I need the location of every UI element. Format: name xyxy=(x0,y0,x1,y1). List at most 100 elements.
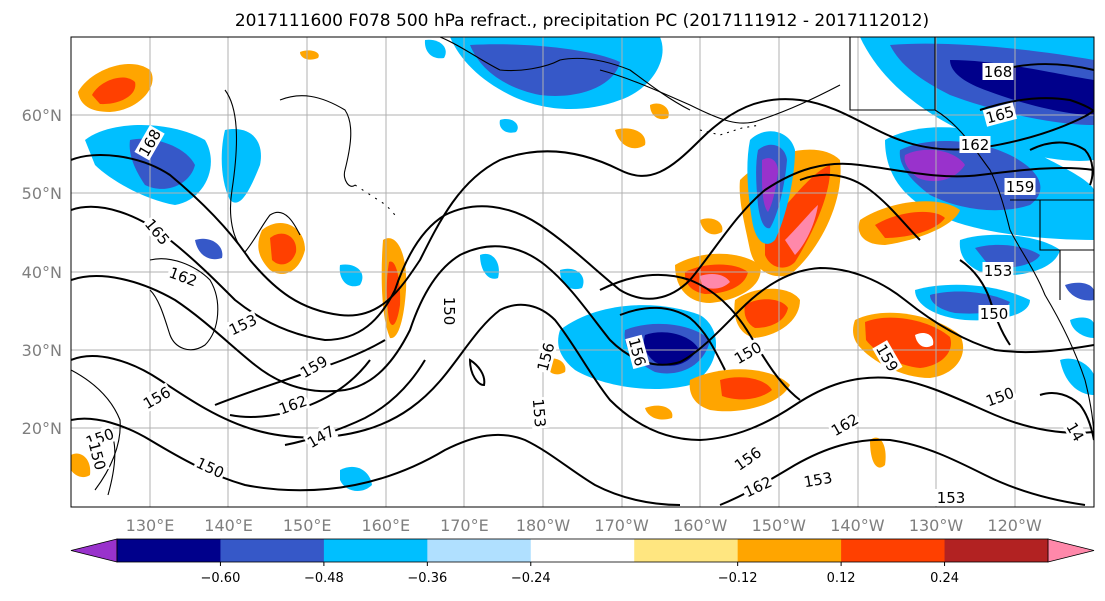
map-title: 2017111600 F078 500 hPa refract., precip… xyxy=(235,11,929,31)
longitude-labels: 130°E 140°E 150°E 160°E 170°E 180°W 170°W 160°W… xyxy=(126,516,1042,535)
contour-line xyxy=(1039,392,1094,441)
fill-anomaly xyxy=(424,39,446,59)
lon-label: 160°E xyxy=(361,516,410,535)
lon-label: 120°W xyxy=(987,516,1042,535)
contour-label: 159 xyxy=(1006,178,1035,196)
contour-line xyxy=(979,97,1094,113)
contour-label: 162 xyxy=(961,136,990,154)
fill-anomaly xyxy=(1065,282,1094,301)
alaska-border xyxy=(849,37,936,111)
colorbar-tick-label: 0.24 xyxy=(930,571,959,586)
contour-line xyxy=(959,259,1011,346)
colorbar-segment xyxy=(117,539,221,562)
contour-line xyxy=(71,162,1094,342)
contour-line xyxy=(71,245,1094,393)
contour-label-bg xyxy=(827,409,863,440)
fill-anomaly xyxy=(645,405,673,420)
colorbar-extend-min xyxy=(70,538,118,563)
fill-anomaly xyxy=(195,238,223,260)
contour-line xyxy=(599,273,801,401)
colorbar-segment xyxy=(427,539,532,562)
colorbar-frame xyxy=(116,538,1049,563)
fill-anomaly xyxy=(744,299,788,328)
contour-label-bg xyxy=(730,442,766,475)
lon-label: 140°E xyxy=(204,516,253,535)
contour-label-bg xyxy=(140,214,174,250)
fill-anomaly xyxy=(71,453,91,478)
contour-label-group: 153 xyxy=(529,396,550,430)
fill-anomaly xyxy=(470,44,620,96)
fill-anomaly xyxy=(300,50,319,60)
contour-line xyxy=(71,417,681,506)
contour-labels: 1681651621531591561501501621471501501561… xyxy=(82,63,1089,507)
colorbar-segment xyxy=(323,539,428,562)
lon-label: 170°W xyxy=(594,516,649,535)
contour-label-bg xyxy=(982,102,1018,127)
contour-label-group: 162 xyxy=(959,136,991,154)
lon-label: 150°E xyxy=(283,516,332,535)
colorbar-segment xyxy=(944,539,1049,562)
contour-label-bg xyxy=(801,468,835,491)
fill-anomaly xyxy=(499,119,518,133)
contour-line xyxy=(1029,141,1094,186)
colorbar-tick-label: −0.24 xyxy=(511,571,551,586)
contour-label-bg xyxy=(85,438,110,474)
lon-label: 160°W xyxy=(673,516,728,535)
lon-label: 130°E xyxy=(126,516,175,535)
fill-anomaly xyxy=(915,333,934,348)
fill-anomaly xyxy=(870,437,886,468)
contour-label-group: 153 xyxy=(801,468,835,491)
fill-anomaly xyxy=(785,205,818,255)
fill-anomaly xyxy=(615,128,646,149)
contour-line xyxy=(214,339,386,406)
contour-label: 150 xyxy=(440,297,458,326)
contour-label: 153 xyxy=(529,398,549,428)
contour-line xyxy=(799,173,921,241)
contour-label-bg xyxy=(134,125,165,161)
fill-anomaly xyxy=(1060,358,1094,395)
lon-label: 140°W xyxy=(830,516,885,535)
colorbar-extend-max xyxy=(1047,538,1095,563)
coastline-bering xyxy=(439,37,691,111)
contour-line xyxy=(619,306,726,371)
contour-label-group: 153 xyxy=(935,489,967,507)
contour-label-group: 162 xyxy=(740,472,776,501)
coastline-kamchatka xyxy=(279,95,356,187)
contour-label-bg xyxy=(625,334,650,370)
lon-label: 150°W xyxy=(752,516,807,535)
fill-anomaly xyxy=(762,158,778,212)
contour-label-bg xyxy=(1004,178,1036,195)
fill-anomaly xyxy=(92,77,136,105)
colorbar: −0.60 −0.48 −0.36 −0.24 −0.12 0.12 0.24 xyxy=(70,538,1095,586)
contour-label-bg xyxy=(139,382,175,413)
contour-label-bg xyxy=(978,305,1010,322)
colorbar-tick-label: −0.36 xyxy=(407,571,447,586)
contour-label-bg xyxy=(165,263,201,290)
map-gridlines xyxy=(71,37,1094,507)
colorbar-ticks: −0.60 −0.48 −0.36 −0.24 −0.12 0.12 0.24 xyxy=(201,562,959,586)
fill-anomaly xyxy=(340,466,372,492)
coastline-korea-china xyxy=(149,258,219,351)
lat-label: 20°N xyxy=(22,419,62,438)
coastline-china-south xyxy=(71,369,121,491)
contour-label-bg xyxy=(533,339,558,375)
contour-line xyxy=(229,359,371,418)
coastlines xyxy=(71,37,1094,496)
colorbar-tick-label: −0.12 xyxy=(718,571,758,586)
colorbar-segments xyxy=(70,538,1095,563)
fill-anomaly xyxy=(270,233,297,265)
lon-label: 170°E xyxy=(440,516,489,535)
contour-label-bg xyxy=(982,383,1018,410)
precipitation-fill xyxy=(71,37,1094,492)
contour-label-bg xyxy=(730,337,766,368)
colorbar-segment xyxy=(530,539,635,562)
fill-anomaly xyxy=(339,264,363,287)
colorbar-tick-label: −0.48 xyxy=(304,571,344,586)
contour-label-bg xyxy=(529,396,550,430)
contour-label-bg xyxy=(1062,417,1089,446)
colorbar-segment xyxy=(634,539,739,562)
contour-label-group: 153 xyxy=(982,262,1014,280)
contour-label-group: 165 xyxy=(982,102,1018,127)
contour-line xyxy=(71,98,1094,317)
